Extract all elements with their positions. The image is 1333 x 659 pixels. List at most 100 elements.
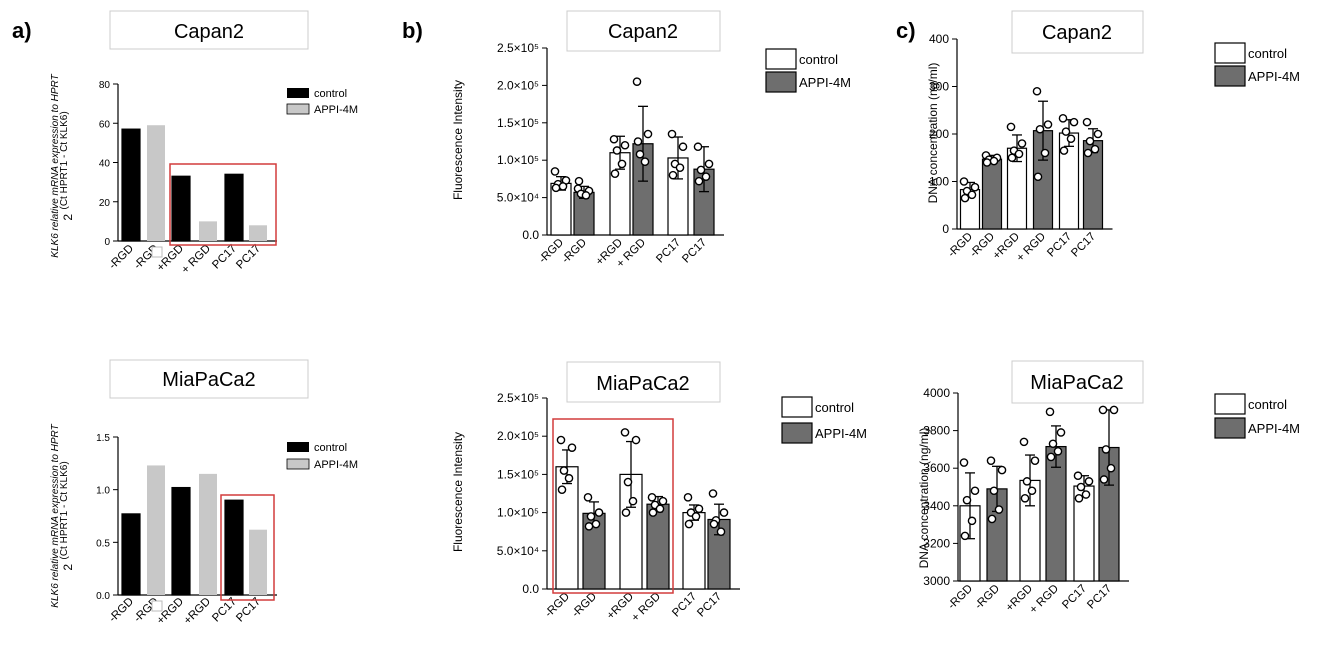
y-tick-label: 3800 [923,424,950,438]
x-tick-label: -RGD [973,583,1002,612]
y-axis-label-c-bottom: DNA concentration (ng/ml) [917,428,931,569]
data-point [1084,477,1094,486]
data-point [612,146,622,155]
data-point [620,428,630,437]
y-tick-label: 2.5×10⁵ [497,41,539,55]
chart-title-c-top: Capan2 [1011,10,1144,54]
data-point [557,485,567,494]
legend-c-top: control APPI-4M [1214,42,1300,87]
data-point [960,193,970,203]
data-point [967,516,977,526]
legend-swatch-appi [765,71,797,93]
data-point [675,163,685,172]
data-point [1074,493,1084,503]
highlight-box [552,418,674,594]
data-point [987,514,997,524]
data-point [594,508,604,517]
data-point [567,443,577,452]
data-point [1045,407,1055,417]
data-point [632,77,642,86]
data-point [970,486,980,496]
y-tick-label: 0 [104,237,110,248]
data-point [719,508,729,517]
data-point [635,149,645,159]
data-point [1022,477,1032,486]
data-point [1081,490,1091,499]
data-point [558,182,568,191]
data-point [1053,446,1063,456]
y-tick-label: 0.0 [522,228,539,242]
data-point [550,167,560,176]
data-point [617,159,627,169]
legend-swatch-appi [286,458,310,470]
data-point [678,142,688,152]
data-point [1066,134,1076,144]
legend-label-appi: APPI-4M [314,459,358,471]
x-tick-label: +RGD [182,596,213,627]
x-tick-label: + RGD [630,591,664,625]
data-point [694,176,704,186]
data-point [708,489,718,498]
y-tick-label: 1.5 [96,433,110,444]
data-point [658,496,668,506]
x-tick-label: -RGD [107,596,136,625]
data-point [1048,439,1058,449]
bar [147,465,165,595]
bar [249,225,267,241]
bar [249,529,267,595]
data-point [962,495,972,505]
data-point [1109,405,1119,415]
bar [121,128,141,242]
panel-letter-c: c) [896,18,916,43]
data-point [959,177,969,186]
svg-text:Capan2: Capan2 [174,21,244,43]
data-point [1032,86,1042,96]
x-tick-label: PC17 [1069,231,1098,260]
highlight-box [169,163,277,246]
chart-b-top: 0.0 5.0×10⁴ 1.0×10⁵ 1.5×10⁵ 2.0×10⁵ 2.5×10⁵ -R… [497,41,724,270]
data-point [620,140,630,150]
y-tick-label: 0.0 [96,591,110,602]
data-point [564,473,574,483]
svg-text:2 (Ct HPRT1 - Ct KLK6): 2 (Ct HPRT1 - Ct KLK6) [59,111,76,220]
legend-label-control: control [1248,46,1287,61]
data-point [684,519,694,529]
data-point [583,493,593,502]
legend-label-appi: APPI-4M [799,75,851,90]
y-tick-label: 2.0×10⁵ [497,429,539,443]
data-point [1040,148,1050,158]
data-point [704,159,714,169]
data-point [1106,463,1116,473]
svg-text:KLK6 relative mRNA expression: KLK6 relative mRNA expression to HPRT [50,423,61,607]
data-point [655,504,665,514]
data-point [1076,482,1086,492]
data-point [667,129,677,139]
x-tick-label: + RGD [1015,231,1049,265]
y-tick-label: 0 [942,222,949,236]
data-point [1014,149,1024,159]
data-point [994,505,1004,514]
y-axis-label-a-bottom: KLK6 relative mRNA expression to HPRT 2 … [50,423,75,607]
bar [121,513,141,596]
y-axis-label-a-top: KLK6 relative mRNA expression to HPRT 2 … [50,73,76,257]
data-point [628,496,638,506]
y-tick-label: 100 [929,175,949,189]
data-point [1099,475,1109,484]
data-point [1020,493,1030,503]
bar [224,499,244,596]
data-point [1030,456,1040,465]
data-point [1046,452,1056,462]
data-point [633,137,643,146]
legend-label-control: control [815,400,854,415]
y-axis-label-c-top: DNA concentration (ng/ml) [926,63,940,204]
legend-label-control: control [314,442,347,454]
panel-letter-b: b) [402,18,423,43]
y-tick-label: 2.5×10⁵ [497,391,539,405]
chart-title-b-bottom: MiaPaCa2 [566,361,721,403]
legend-swatch-appi [1214,65,1246,87]
highlight-box [220,494,275,601]
data-point [1056,428,1066,437]
y-tick-label: 80 [99,80,111,91]
data-point [1101,445,1111,454]
